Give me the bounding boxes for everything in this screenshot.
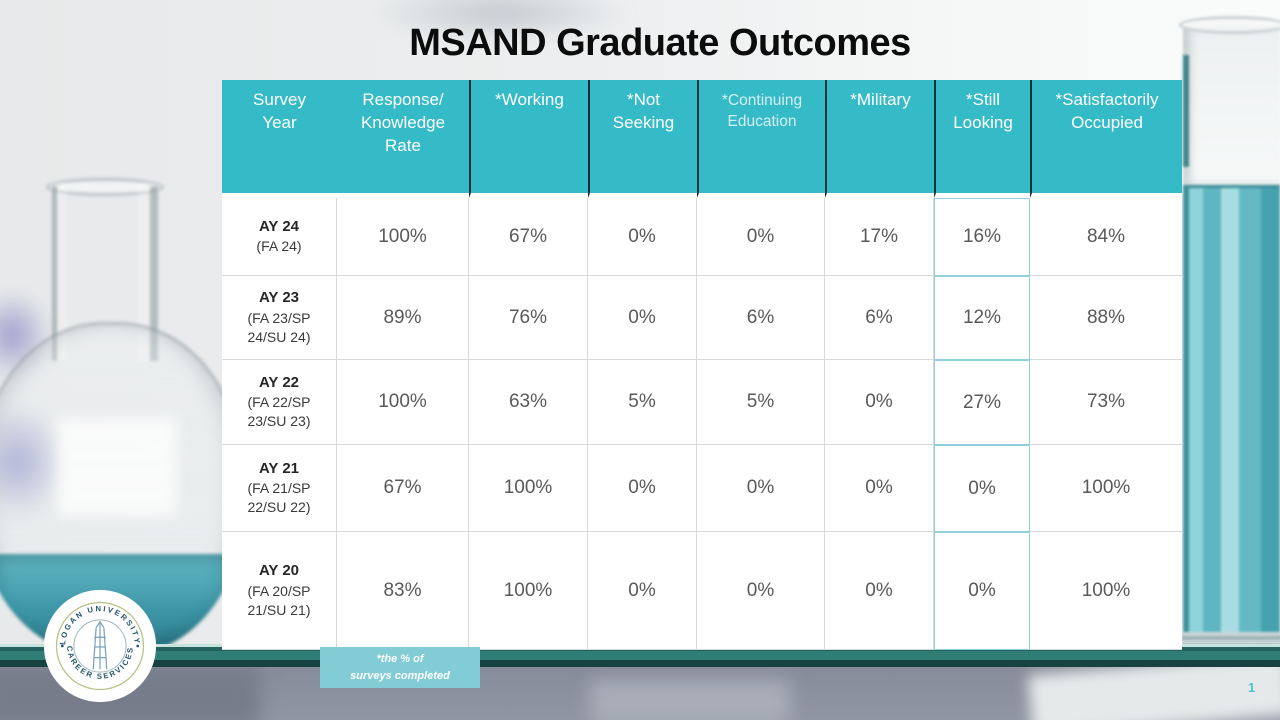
value-cell: 63% bbox=[469, 360, 588, 445]
header-cell-survey-year: Survey Year bbox=[222, 80, 337, 198]
value-cell: 17% bbox=[825, 198, 934, 276]
value-cell: 0% bbox=[697, 445, 825, 532]
value-cell: 0% bbox=[825, 445, 934, 532]
value-cell: 100% bbox=[1030, 445, 1182, 532]
value-cell: 5% bbox=[588, 360, 697, 445]
header-cell-response-rate: Response/ Knowledge Rate bbox=[337, 80, 469, 198]
year-label: AY 21 bbox=[258, 459, 300, 477]
logo-tower-icon bbox=[92, 620, 108, 670]
header-cell-continuing-education: *Continuing Education bbox=[697, 80, 825, 198]
beaker-liquid bbox=[1183, 185, 1280, 632]
survey-year-cell: AY 22 (FA 22/SP 23/SU 23) bbox=[222, 360, 337, 445]
page-title: MSAND Graduate Outcomes bbox=[409, 22, 911, 64]
survey-year-cell: AY 24 (FA 24) bbox=[222, 198, 337, 276]
value-cell: 5% bbox=[697, 360, 825, 445]
flask-bulb bbox=[0, 322, 242, 656]
survey-year-cell: AY 23 (FA 23/SP 24/SU 24) bbox=[222, 276, 337, 360]
header-cell-still-looking: *Still Looking bbox=[934, 80, 1030, 198]
value-cell: 0% bbox=[934, 445, 1030, 532]
value-cell: 0% bbox=[825, 532, 934, 650]
terms-label: (FA 20/SP 21/SU 21) bbox=[247, 582, 311, 618]
footnote-line1: *the % of bbox=[376, 653, 424, 665]
year-label: AY 20 bbox=[258, 562, 300, 580]
value-cell: 0% bbox=[697, 532, 825, 650]
value-cell: 0% bbox=[588, 445, 697, 532]
header-cell-satisfactorily-occupied: *Satisfactorily Occupied bbox=[1030, 80, 1182, 198]
value-cell: 89% bbox=[337, 276, 469, 360]
value-cell: 0% bbox=[588, 276, 697, 360]
value-cell: 6% bbox=[697, 276, 825, 360]
value-cell: 88% bbox=[1030, 276, 1182, 360]
beaker-edge bbox=[1183, 55, 1189, 167]
value-cell: 0% bbox=[934, 532, 1030, 650]
year-label: AY 24 bbox=[258, 217, 300, 235]
value-cell: 0% bbox=[588, 532, 697, 650]
value-cell: 6% bbox=[825, 276, 934, 360]
value-cell: 0% bbox=[588, 198, 697, 276]
value-cell: 67% bbox=[469, 198, 588, 276]
header-cell-working: *Working bbox=[469, 80, 588, 198]
value-cell: 16% bbox=[934, 198, 1030, 276]
value-cell: 12% bbox=[934, 276, 1030, 360]
flask-label-blur bbox=[58, 418, 176, 516]
terms-label: (FA 23/SP 24/SU 24) bbox=[247, 309, 311, 345]
value-cell: 27% bbox=[934, 360, 1030, 445]
footnote-box: *the % of surveys completed bbox=[320, 647, 480, 688]
survey-year-cell: AY 21 (FA 21/SP 22/SU 22) bbox=[222, 445, 337, 532]
terms-label: (FA 21/SP 22/SU 22) bbox=[247, 480, 311, 516]
page-number: 1 bbox=[1248, 680, 1256, 695]
value-cell: 76% bbox=[469, 276, 588, 360]
footnote-line2: surveys completed bbox=[350, 669, 450, 682]
value-cell: 0% bbox=[697, 198, 825, 276]
header-cell-not-seeking: *Not Seeking bbox=[588, 80, 697, 198]
year-label: AY 22 bbox=[258, 373, 300, 391]
beaker-glass bbox=[1183, 26, 1280, 185]
value-cell: 0% bbox=[825, 360, 934, 445]
outcomes-table: Survey Year Response/ Knowledge Rate *Wo… bbox=[222, 80, 1182, 650]
terms-label: (FA 22/SP 23/SU 23) bbox=[247, 394, 311, 430]
value-cell: 100% bbox=[337, 360, 469, 445]
header-cell-military: *Military bbox=[825, 80, 934, 198]
value-cell: 100% bbox=[1030, 532, 1182, 650]
value-cell: 73% bbox=[1030, 360, 1182, 445]
value-cell: 83% bbox=[337, 532, 469, 650]
year-label: AY 23 bbox=[258, 289, 300, 307]
value-cell: 100% bbox=[469, 445, 588, 532]
beaker-rim bbox=[1179, 16, 1280, 34]
beaker-decoration bbox=[1179, 16, 1280, 656]
value-cell: 67% bbox=[337, 445, 469, 532]
value-cell: 100% bbox=[469, 532, 588, 650]
value-cell: 84% bbox=[1030, 198, 1182, 276]
background-object-blur bbox=[590, 680, 790, 720]
value-cell: 100% bbox=[337, 198, 469, 276]
university-logo: LOGAN UNIVERSITY CAREER SERVICES bbox=[42, 588, 158, 704]
flask-decoration bbox=[0, 0, 250, 660]
survey-year-cell: AY 20 (FA 20/SP 21/SU 21) bbox=[222, 532, 337, 650]
terms-label: (FA 24) bbox=[256, 238, 302, 255]
